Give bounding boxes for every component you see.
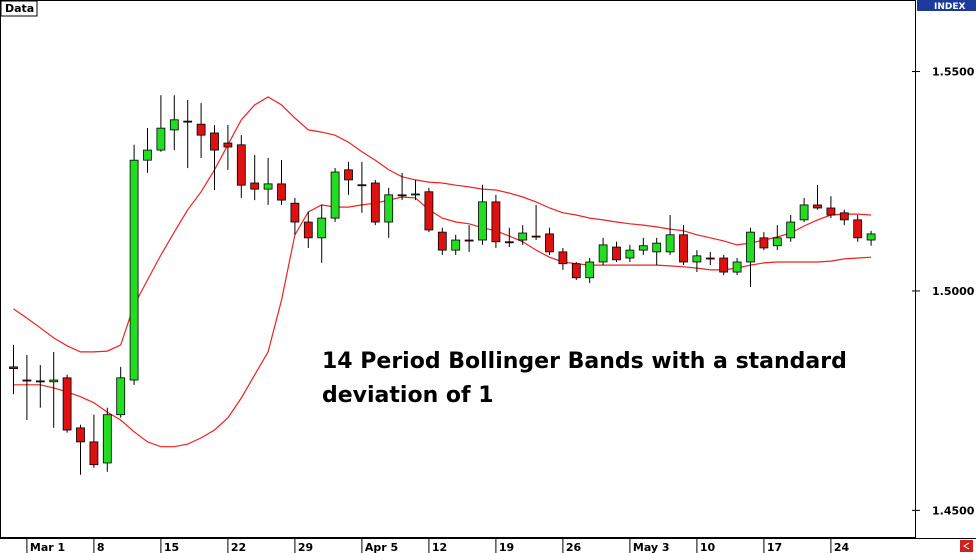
candle-body	[196, 123, 206, 136]
candle-body	[223, 142, 233, 148]
candle-body	[705, 257, 715, 260]
x-tick-label: May 3	[633, 541, 670, 553]
candle-body	[437, 231, 447, 251]
candle-body	[9, 366, 18, 370]
candle-body	[102, 414, 112, 464]
candle-body	[571, 263, 581, 279]
candle-body	[116, 377, 126, 416]
candle-body	[786, 221, 796, 239]
time-axis-panel	[0, 538, 976, 553]
candle-body	[62, 377, 72, 431]
x-tick-label: 26	[566, 541, 582, 553]
index-label-box	[917, 0, 976, 11]
candle-body	[357, 184, 367, 187]
candle-body	[370, 182, 380, 223]
candle-body	[491, 201, 501, 243]
annotation: 14 Period Bollinger Bands with a standar…	[322, 349, 847, 408]
candle-body	[853, 219, 863, 239]
x-tick-label: 29	[298, 541, 313, 553]
x-tick-label: 17	[767, 541, 782, 553]
candle-body	[625, 249, 635, 259]
candle-body	[866, 233, 876, 241]
x-tick-label: Mar 1	[30, 541, 65, 553]
candle-body	[478, 201, 487, 241]
candle-body	[250, 182, 260, 190]
corner-icon	[960, 540, 973, 552]
y-tick-label: 1.5500	[932, 66, 975, 79]
candle-body	[719, 257, 729, 273]
candle-body	[665, 234, 675, 253]
candle-body	[813, 204, 822, 209]
x-tick-label: 22	[231, 541, 246, 553]
candle-body	[236, 144, 246, 186]
index-label: INDEX	[934, 2, 965, 12]
candle-body	[210, 132, 219, 151]
x-tick-label: 10	[700, 541, 716, 553]
candle-body	[76, 427, 85, 443]
candle-body	[652, 242, 662, 253]
candle-body	[424, 191, 434, 231]
x-tick-label: 15	[164, 541, 179, 553]
candle-body	[679, 234, 688, 263]
data-label-box	[0, 0, 38, 17]
candle-body	[732, 261, 742, 273]
candle-body	[183, 120, 193, 123]
candle-body	[35, 380, 45, 383]
candle-body	[692, 255, 702, 263]
candle-body	[317, 217, 327, 239]
candle-body	[545, 233, 554, 253]
candle-body	[89, 441, 99, 466]
candle-body	[277, 183, 286, 201]
candle-body	[143, 149, 152, 161]
candle-body	[263, 183, 273, 190]
bollinger-band	[13, 96, 872, 353]
y-tick-label: 1.4500	[932, 504, 975, 517]
data-label: Data	[5, 2, 34, 15]
candle-body	[839, 212, 849, 221]
candle-body	[518, 232, 528, 241]
y-tick-label: 1.5000	[932, 285, 975, 298]
price-axis-panel	[916, 0, 976, 538]
candle-body	[290, 202, 300, 223]
corner-icon-arrow	[963, 542, 970, 550]
candle-body	[638, 245, 648, 251]
x-tick-label: 8	[97, 541, 105, 553]
candle-body	[585, 261, 595, 279]
candle-body	[451, 239, 461, 251]
candle-body	[344, 169, 353, 181]
candle-body	[504, 241, 514, 244]
candle-body	[411, 193, 420, 196]
candle-body	[746, 231, 755, 263]
candle-body	[49, 379, 59, 383]
candle-body	[531, 235, 541, 238]
bollinger-band	[13, 196, 872, 448]
candle-body	[826, 207, 836, 216]
candle-body	[303, 221, 313, 239]
candle-body	[330, 171, 340, 219]
x-tick-label: 12	[432, 541, 447, 553]
candle-body	[772, 237, 782, 247]
candle-body	[558, 251, 568, 265]
candle-body	[397, 194, 407, 197]
candle-body	[22, 379, 32, 382]
candle-body	[129, 159, 139, 381]
candle-body	[598, 244, 608, 263]
x-tick-label: 24	[834, 541, 850, 553]
x-tick-label: Apr 5	[365, 541, 398, 553]
candle-body	[169, 119, 179, 131]
candle-body	[384, 194, 394, 223]
candle-body	[799, 204, 809, 221]
candle-body	[612, 246, 621, 261]
candle-body	[156, 127, 166, 151]
x-tick-label: 19	[499, 541, 514, 553]
candle-body	[464, 239, 474, 242]
candle-body	[759, 237, 769, 249]
